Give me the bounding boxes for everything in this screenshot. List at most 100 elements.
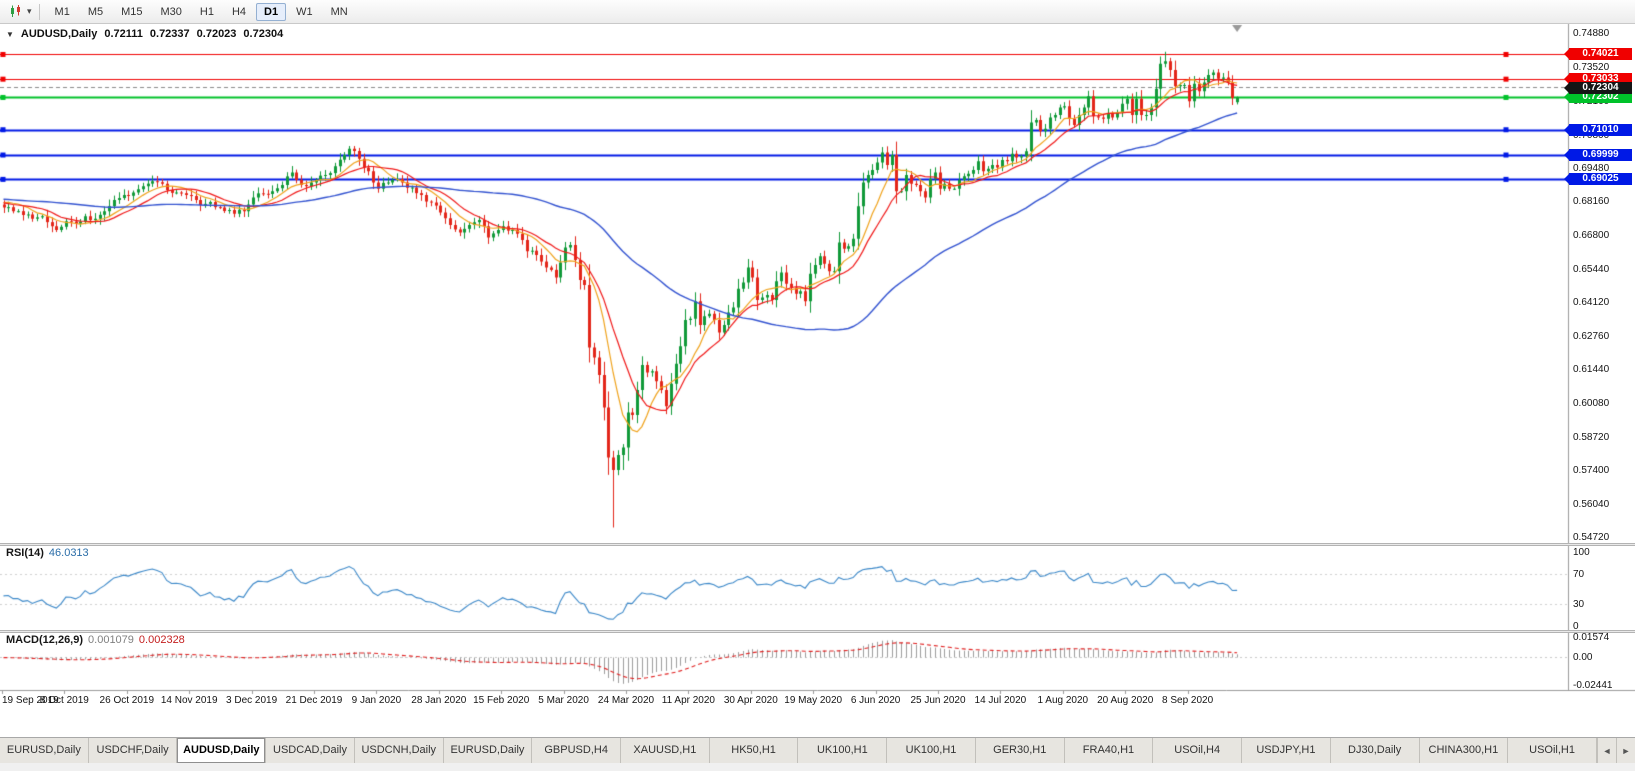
level-label-notch — [1564, 150, 1569, 161]
pane-splitter[interactable] — [0, 543, 1635, 546]
chart-tab-usdcnh-daily[interactable]: USDCNH,Daily — [354, 738, 444, 763]
chart-tab-usdchf-daily[interactable]: USDCHF,Daily — [88, 738, 178, 763]
chart-tab-xauusd-h1[interactable]: XAUUSD,H1 — [621, 738, 710, 763]
date-axis-label[interactable]: 14 Nov 2019 — [160, 695, 218, 706]
date-axis-label[interactable]: 1 Aug 2020 — [1037, 695, 1089, 706]
date-axis-label[interactable]: 9 Jan 2020 — [351, 695, 402, 706]
price-level-label: 0.74021 — [1564, 48, 1632, 61]
chart-tab-eurusd-daily[interactable]: EURUSD,Daily — [0, 738, 89, 763]
rsi-axis-tick: 30 — [1573, 598, 1585, 610]
candlestick-chart-icon[interactable] — [6, 2, 26, 22]
rsi-axis-tick: 100 — [1573, 547, 1590, 558]
chart-tabbar: EURUSD,Daily USDCHF,Daily AUDUSD,Daily USDC… — [0, 737, 1635, 763]
rsi-name: RSI(14) — [6, 547, 44, 559]
level-label-notch — [1564, 49, 1569, 60]
chart-tab-fra40-h1[interactable]: FRA40,H1 — [1064, 738, 1154, 763]
date-axis-label[interactable]: 3 Dec 2019 — [226, 695, 278, 706]
chart-tab-gbpusd-h4[interactable]: GBPUSD,H4 — [532, 738, 622, 763]
timeframe-toolbar: M1 M5 M15 M30 H1 H4 D1 W1 MN — [47, 2, 356, 21]
macd-name: MACD(12,26,9) — [6, 634, 84, 646]
tabs-scroll-right-button[interactable]: ► — [1616, 738, 1635, 763]
level-label-notch — [1564, 92, 1569, 103]
macd-axis-tick: 0.01574 — [1573, 632, 1610, 643]
chart-tab-hk50-h1[interactable]: HK50,H1 — [709, 738, 799, 763]
timeframe-button-m15[interactable]: M15 — [113, 3, 150, 21]
price-axis-tick: 0.73520 — [1573, 62, 1610, 73]
date-axis-label[interactable]: 28 Jan 2020 — [411, 695, 467, 706]
high-value: 0.72337 — [149, 28, 190, 40]
chart-title: ▼ AUDUSD,Daily 0.72111 0.72337 0.72023 0… — [6, 28, 283, 40]
top-toolbar: ▾ M1 M5 M15 M30 H1 H4 D1 W1 MN — [0, 0, 1635, 24]
current-price-label: 0.72304 — [1564, 81, 1632, 94]
chevron-down-icon[interactable]: ▾ — [27, 6, 32, 16]
window-menu-icon[interactable]: ▼ — [6, 29, 14, 39]
open-value: 0.72111 — [104, 28, 143, 40]
date-axis-label[interactable]: 26 Oct 2019 — [99, 695, 155, 706]
level-label-notch — [1564, 174, 1569, 185]
close-value: 0.72304 — [243, 28, 284, 40]
chart-tab-ger30-h1[interactable]: GER30,H1 — [975, 738, 1065, 763]
date-axis-label[interactable]: 30 Apr 2020 — [723, 695, 778, 706]
price-axis-tick: 0.58720 — [1573, 432, 1610, 443]
tabs-navigation: ◄ ► — [1597, 738, 1635, 763]
chart-tab-uk100-h1[interactable]: UK100,H1 — [887, 738, 976, 763]
price-chart-canvas[interactable] — [0, 24, 1635, 737]
rsi-value: 46.0313 — [48, 547, 89, 559]
price-axis-tick: 0.74880 — [1573, 28, 1610, 39]
price-level-label: 0.72302 — [1564, 91, 1632, 104]
timeframe-button-m5[interactable]: M5 — [80, 3, 111, 21]
timeframe-button-m1[interactable]: M1 — [47, 3, 78, 21]
macd-axis-tick: -0.02441 — [1573, 680, 1613, 691]
timeframe-button-m30[interactable]: M30 — [153, 3, 190, 21]
price-axis-tick: 0.69480 — [1573, 163, 1610, 174]
date-axis-label[interactable]: 25 Jun 2020 — [910, 695, 966, 706]
rsi-axis-tick: 0 — [1573, 621, 1579, 632]
chart-tab-eurusd-daily[interactable]: EURUSD,Daily — [443, 738, 533, 763]
date-axis-label[interactable]: 14 Jul 2020 — [974, 695, 1027, 706]
date-axis-label[interactable]: 24 Mar 2020 — [597, 695, 655, 706]
level-label-notch — [1564, 82, 1569, 93]
date-axis-label[interactable]: 6 Jun 2020 — [850, 695, 901, 706]
price-level-label: 0.71010 — [1564, 123, 1632, 136]
chart-tab-audusd-daily[interactable]: AUDUSD,Daily — [177, 738, 267, 763]
chart-tab-uk100-h1[interactable]: UK100,H1 — [798, 738, 888, 763]
price-axis-tick: 0.64120 — [1573, 297, 1610, 308]
date-axis-label[interactable]: 19 Sep 2019 — [2, 695, 59, 706]
price-axis-tick: 0.68160 — [1573, 196, 1610, 207]
price-level-label: 0.69999 — [1564, 149, 1632, 162]
timeframe-button-h4[interactable]: H4 — [224, 3, 254, 21]
chart-tab-china300-h1[interactable]: CHINA300,H1 — [1419, 738, 1509, 763]
date-axis-label[interactable]: 15 Feb 2020 — [473, 695, 530, 706]
macd-main-value: 0.001079 — [88, 634, 134, 646]
price-level-label: 0.69025 — [1564, 173, 1632, 186]
price-axis-tick: 0.61440 — [1573, 364, 1610, 375]
price-axis-tick: 0.62760 — [1573, 331, 1610, 342]
chart-tab-usdjpy-h1[interactable]: USDJPY,H1 — [1242, 738, 1331, 763]
rsi-axis-tick: 70 — [1573, 569, 1585, 581]
date-axis-label[interactable]: 20 Aug 2020 — [1097, 695, 1154, 706]
date-axis-label[interactable]: 5 Mar 2020 — [538, 695, 589, 706]
low-value: 0.72023 — [196, 28, 237, 40]
macd-signal-value: 0.002328 — [138, 634, 185, 646]
date-axis-label[interactable]: 19 May 2020 — [784, 695, 843, 706]
date-axis-label[interactable]: 8 Oct 2019 — [39, 695, 89, 706]
chart-tab-dj30-daily[interactable]: DJ30,Daily — [1330, 738, 1420, 763]
date-axis-label[interactable]: 8 Sep 2020 — [1162, 695, 1214, 706]
timeframe-button-h1[interactable]: H1 — [192, 3, 222, 21]
price-axis-tick: 0.54720 — [1573, 532, 1610, 543]
date-axis-label[interactable]: 21 Dec 2019 — [285, 695, 343, 706]
chart-tab-usoil-h1[interactable]: USOil,H1 — [1508, 738, 1597, 763]
timeframe-button-mn[interactable]: MN — [323, 3, 356, 21]
chart-tab-usdcad-daily[interactable]: USDCAD,Daily — [266, 738, 355, 763]
date-axis-label[interactable]: 11 Apr 2020 — [661, 695, 715, 706]
macd-indicator-label: MACD(12,26,9) 0.001079 0.002328 — [6, 634, 185, 646]
pane-splitter[interactable] — [0, 630, 1635, 633]
chart-window: ▼ AUDUSD,Daily 0.72111 0.72337 0.72023 0… — [0, 24, 1635, 737]
toolbar-separator — [38, 3, 40, 20]
chart-tab-usoil-h4[interactable]: USOil,H4 — [1153, 738, 1243, 763]
timeframe-button-d1[interactable]: D1 — [256, 2, 287, 21]
price-axis-tick: 0.66800 — [1573, 230, 1610, 241]
tabs-scroll-left-button[interactable]: ◄ — [1597, 738, 1616, 763]
timeframe-button-w1[interactable]: W1 — [288, 3, 321, 21]
